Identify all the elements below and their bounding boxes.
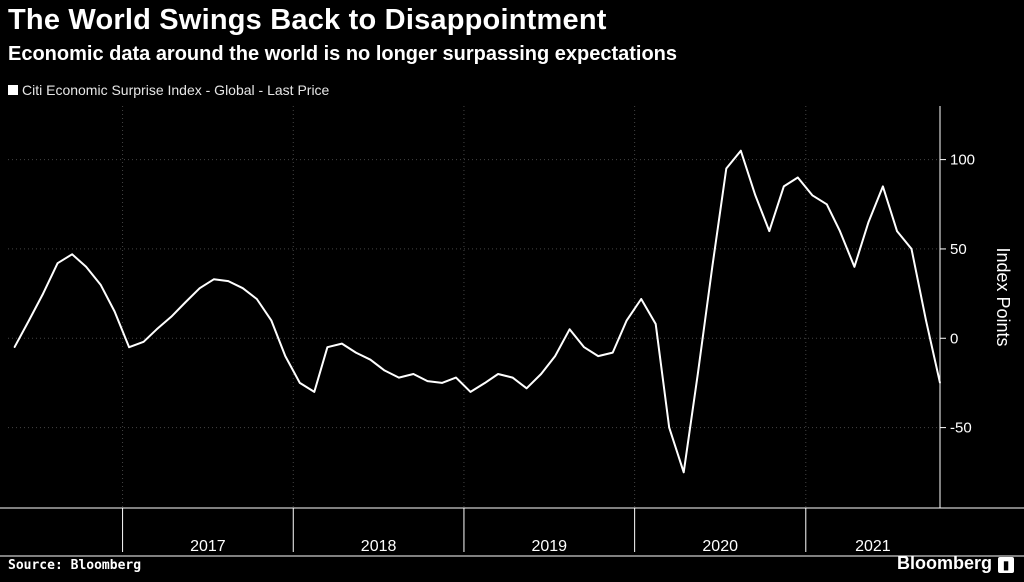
data-point xyxy=(270,319,273,322)
data-point xyxy=(797,176,799,179)
data-point xyxy=(668,426,671,429)
data-point xyxy=(13,346,16,349)
brand-badge-icon: ▮ xyxy=(998,557,1014,573)
data-point xyxy=(783,185,785,188)
data-point xyxy=(113,310,116,313)
data-point xyxy=(739,149,742,152)
data-point xyxy=(142,341,145,343)
data-point xyxy=(469,391,472,393)
data-point xyxy=(939,382,941,384)
y-tick-label: 0 xyxy=(950,330,958,347)
data-point xyxy=(341,342,343,345)
data-point xyxy=(212,278,215,281)
legend-swatch xyxy=(8,85,18,95)
data-point xyxy=(255,298,258,300)
data-point xyxy=(355,351,357,354)
data-point xyxy=(369,358,372,361)
data-point xyxy=(896,230,898,232)
data-point xyxy=(441,382,443,384)
data-point xyxy=(768,230,771,232)
data-point xyxy=(682,471,685,474)
data-point xyxy=(383,369,386,372)
data-point xyxy=(839,230,841,232)
data-point xyxy=(412,373,415,375)
data-point xyxy=(85,266,87,268)
chart-title: The World Swings Back to Disappointment xyxy=(8,4,607,36)
data-point xyxy=(497,373,499,375)
data-point xyxy=(568,328,571,331)
x-tick-label: 2017 xyxy=(190,538,226,555)
data-point xyxy=(155,328,158,331)
data-point xyxy=(299,382,301,384)
data-point xyxy=(910,248,913,250)
data-point xyxy=(398,376,400,379)
x-tick-label: 2021 xyxy=(855,538,891,555)
data-point xyxy=(611,351,614,354)
data-point xyxy=(811,194,814,197)
data-point xyxy=(426,380,429,382)
data-point xyxy=(313,391,316,393)
data-point xyxy=(525,387,528,390)
data-point xyxy=(540,373,542,375)
data-point xyxy=(455,376,457,379)
data-point xyxy=(484,382,486,384)
data-point xyxy=(925,319,927,322)
data-point xyxy=(826,203,828,206)
legend-label: Citi Economic Surprise Index - Global - … xyxy=(22,82,330,98)
data-point xyxy=(754,194,757,197)
data-point xyxy=(853,266,856,268)
y-tick-label: 100 xyxy=(950,152,975,169)
data-point xyxy=(867,221,870,223)
data-point xyxy=(284,355,287,357)
x-tick-label: 2018 xyxy=(361,538,397,555)
data-point xyxy=(198,287,201,290)
data-point xyxy=(99,283,102,286)
chart-subtitle: Economic data around the world is no lon… xyxy=(8,43,678,65)
data-point xyxy=(170,316,173,318)
data-point xyxy=(42,292,44,295)
data-point xyxy=(227,280,230,282)
data-point xyxy=(56,262,59,265)
data-point xyxy=(128,346,130,349)
data-point xyxy=(882,185,884,188)
source-note: Source: Bloomberg xyxy=(8,558,142,573)
data-point xyxy=(625,319,628,322)
data-point xyxy=(184,301,187,304)
legend: Citi Economic Surprise Index - Global - … xyxy=(8,82,329,98)
data-point xyxy=(725,167,728,170)
data-point xyxy=(554,355,556,357)
y-tick-label: -50 xyxy=(950,420,972,437)
brand-logo: Bloomberg xyxy=(896,553,992,573)
data-point xyxy=(583,346,585,349)
data-point xyxy=(28,319,30,322)
data-point xyxy=(711,266,714,268)
x-tick-label: 2019 xyxy=(531,538,567,555)
y-axis-title: Index Points xyxy=(993,247,1013,346)
data-point xyxy=(326,346,329,349)
series-line xyxy=(13,149,941,474)
y-tick-label: 50 xyxy=(950,241,967,258)
data-point xyxy=(511,376,514,379)
data-point xyxy=(71,253,73,256)
x-tick-label: 2020 xyxy=(702,538,738,555)
data-point xyxy=(640,298,642,300)
data-point xyxy=(696,373,699,375)
data-point xyxy=(241,287,244,290)
data-point xyxy=(597,355,599,357)
data-point xyxy=(654,323,657,325)
